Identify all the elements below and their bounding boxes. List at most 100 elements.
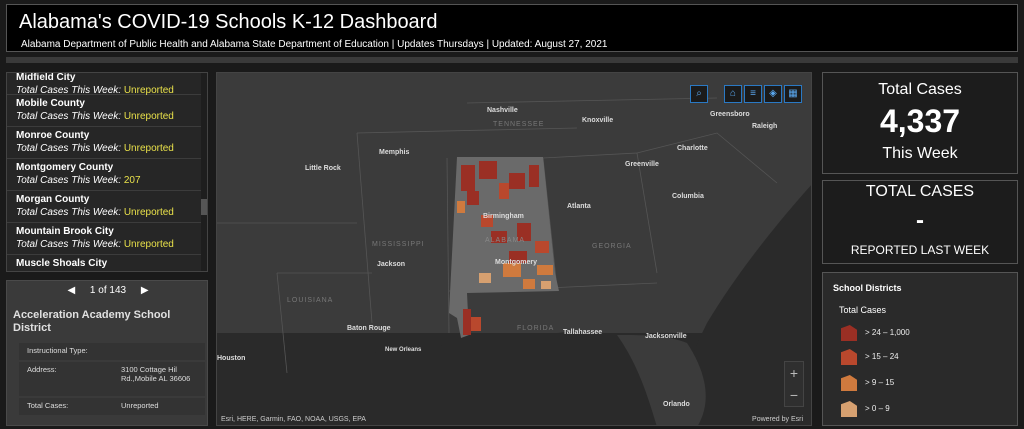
cases-value: Unreported [123,143,174,154]
city-label: Orlando [663,401,690,408]
legend-label: > 0 – 9 [865,404,890,414]
header-divider [6,57,1018,63]
cases-label: Total Cases This Week: [16,207,122,218]
legend-title: School Districts [833,283,902,293]
total-cases-indicator: Total Cases 4,337 This Week [822,72,1018,174]
feature-pager: ◀ 1 of 143 ▶ [7,285,209,296]
list-item[interactable]: Morgan County Total Cases This Week: Unr… [7,191,207,223]
city-label: Raleigh [752,123,778,130]
state-label: FLORIDA [517,325,555,332]
grid-icon[interactable]: ▦ [784,85,802,103]
total-cases-value: 4,337 [879,103,961,139]
legend-label: > 9 – 15 [865,378,895,388]
zoom-control: + − [784,361,804,407]
cases-label: Total Cases This Week: [16,85,122,96]
cases-label: Total Cases This Week: [16,143,122,154]
cases-label: Total Cases This Week: [16,175,122,186]
legend-item: > 9 – 15 [841,375,894,391]
city-label: New Orleans [385,347,422,353]
scrollbar-thumb[interactable] [201,199,207,215]
legend-item: > 15 – 24 [841,349,899,365]
cases-value: 207 [123,175,141,186]
state-label: LOUISIANA [287,297,334,304]
list-icon[interactable]: ≡ [744,85,762,103]
city-label: Atlanta [567,203,591,210]
district-name: Midfield City [16,72,76,83]
district-name: Morgan County [16,194,90,205]
last-week-indicator: TOTAL CASES - REPORTED LAST WEEK [822,180,1018,264]
legend-swatch [841,401,857,417]
district-name: Mountain Brook City [16,226,114,237]
total-cases-label: Total Cases [878,81,962,98]
state-label: TENNESSEE [493,121,545,128]
home-icon[interactable]: ⌂ [724,85,742,103]
cases-label: Total Cases This Week: [16,111,122,122]
city-label: Little Rock [305,165,341,172]
city-label: Tallahassee [563,329,603,336]
city-label: Greensboro [710,111,750,118]
detail-value: Unreported [121,401,159,410]
cases-value: Unreported [123,111,174,122]
state-label: MISSISSIPPI [372,241,425,248]
dashboard-header: Alabama's COVID-19 Schools K-12 Dashboar… [6,4,1018,52]
pager-text: 1 of 143 [89,285,127,296]
detail-row: Total Cases: Unreported [19,398,205,415]
legend-swatch [841,349,857,365]
legend-label: > 15 – 24 [865,352,899,362]
legend-swatch [841,375,857,391]
list-item[interactable]: Monroe County Total Cases This Week: Unr… [7,127,207,159]
city-label: Jacksonville [645,333,687,340]
powered-by[interactable]: Powered by Esri [752,416,803,423]
zoom-out-button[interactable]: − [789,387,799,403]
last-week-subtitle: REPORTED LAST WEEK [850,243,990,257]
cases-value: Unreported [123,239,174,250]
city-label: Knoxville [582,117,614,124]
search-icon[interactable]: ⌕ [690,85,708,103]
layers-icon[interactable]: ◈ [764,85,782,103]
city-label: Charlotte [677,145,708,152]
state-label: GEORGIA [592,243,632,250]
next-icon[interactable]: ▶ [140,285,149,296]
city-label: Baton Rouge [347,325,391,332]
district-detail-popup: ◀ 1 of 143 ▶ Acceleration Academy School… [6,280,208,426]
district-name: Muscle Shoals City [16,258,108,269]
detail-key: Instructional Type: [27,346,88,355]
list-item[interactable]: Muscle Shoals City [7,255,207,271]
district-name: Mobile County [16,98,85,109]
prev-icon[interactable]: ◀ [67,285,76,296]
map-attribution: Esri, HERE, Garmin, FAO, NOAA, USGS, EPA [221,416,366,423]
list-scrollbar[interactable] [201,73,207,271]
district-name: Monroe County [16,130,90,141]
district-list[interactable]: Midfield City Total Cases This Week: Unr… [6,72,208,272]
city-label: Houston [217,355,246,362]
detail-row: Address: 3100 Cottage Hil Rd.,Mobile AL … [19,362,205,396]
list-item[interactable]: Midfield City Total Cases This Week: Unr… [7,72,207,96]
zoom-in-button[interactable]: + [789,365,799,381]
map-legend: School Districts Total Cases > 24 – 1,00… [822,272,1018,426]
total-cases-subtitle: This Week [882,145,958,162]
map-view[interactable]: Nashville Knoxville Greensboro Raleigh C… [216,72,812,426]
legend-label: > 24 – 1,000 [865,328,910,338]
list-item[interactable]: Mountain Brook City Total Cases This Wee… [7,223,207,255]
detail-row: Instructional Type: [19,343,205,360]
detail-key: Address: [27,365,57,374]
state-label: ALABAMA [485,237,526,244]
legend-item: > 0 – 9 [841,401,890,417]
detail-title: Acceleration Academy School District [13,309,171,334]
list-item[interactable]: Mobile County Total Cases This Week: Unr… [7,95,207,127]
list-item[interactable]: Montgomery County Total Cases This Week:… [7,159,207,191]
cases-value: Unreported [123,85,174,96]
city-label: Montgomery [495,259,537,266]
city-label: Birmingham [483,213,524,220]
city-label: Jackson [377,261,406,268]
detail-key: Total Cases: [27,401,69,410]
cases-label: Total Cases This Week: [16,239,122,250]
detail-value: 3100 Cottage Hil Rd.,Mobile AL 36606 [121,365,191,383]
legend-item: > 24 – 1,000 [841,325,910,341]
last-week-label: TOTAL CASES [865,183,975,200]
city-label: Memphis [379,149,410,156]
page-title: Alabama's COVID-19 Schools K-12 Dashboar… [19,11,438,33]
basemap [217,73,811,425]
cases-value: Unreported [123,207,174,218]
last-week-value: - [916,207,924,234]
